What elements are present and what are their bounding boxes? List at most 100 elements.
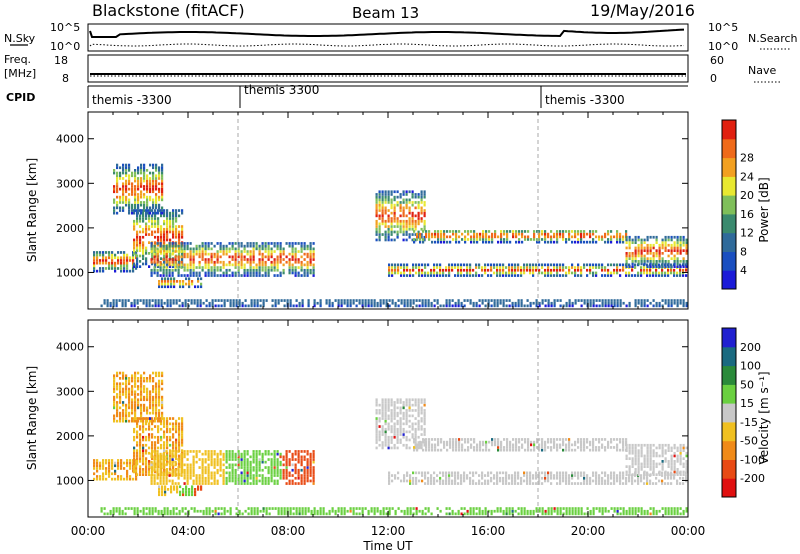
velocity-echo-cell <box>521 443 524 447</box>
velocity-echo-cell <box>119 419 122 423</box>
velocity-echo-cell <box>375 419 378 423</box>
velocity-echo-cell <box>240 482 243 485</box>
velocity-echo-cell <box>550 440 553 444</box>
velocity-echo-cell <box>433 479 436 483</box>
power-echo-cell <box>595 299 598 302</box>
velocity-echo-cell <box>562 440 565 444</box>
velocity-echo-cell <box>294 450 297 453</box>
power-echo-cell <box>192 274 195 277</box>
power-echo-cell <box>482 230 485 233</box>
power-echo-cell <box>262 301 265 305</box>
power-echo-cell <box>493 304 496 308</box>
power-echo-cell <box>423 235 426 239</box>
velocity-echo-cell <box>640 454 643 458</box>
power-echo-cell <box>125 198 128 202</box>
velocity-echo-cell <box>161 417 164 420</box>
power-echo-cell <box>427 274 430 277</box>
power-colorbar-tick: 4 <box>740 264 747 277</box>
velocity-echo-cell <box>136 449 139 452</box>
power-echo-cell <box>279 247 282 251</box>
power-echo-cell <box>529 268 532 272</box>
power-echo-cell <box>108 253 111 257</box>
velocity-echo-cell <box>378 409 381 412</box>
velocity-echo-cell <box>472 482 475 485</box>
velocity-echo-cell <box>192 468 195 472</box>
power-echo-cell <box>434 235 437 239</box>
power-echo-cell <box>166 211 169 215</box>
velocity-echo-cell <box>622 443 625 447</box>
velocity-echo-cell <box>420 411 423 415</box>
power-echo-cell <box>146 185 149 188</box>
power-echo-cell <box>411 219 414 223</box>
velocity-echo-cell <box>182 490 185 494</box>
velocity-echo-cell <box>119 395 122 399</box>
power-echo-cell <box>361 304 364 308</box>
power-echo-cell <box>166 230 169 234</box>
velocity-echo-cell <box>300 476 303 480</box>
velocity-echo-cell <box>652 465 655 468</box>
power-echo-cell <box>172 299 175 302</box>
power-echo-cells <box>93 112 688 309</box>
freq-tick-bottom: 8 <box>62 72 69 85</box>
power-echo-cell <box>102 259 105 262</box>
power-echo-cell <box>394 263 397 267</box>
power-echo-cell <box>490 263 493 267</box>
velocity-echo-cell <box>387 414 390 418</box>
power-echo-cell <box>140 190 143 194</box>
power-echo-cell <box>286 299 289 302</box>
velocity-echo-cell <box>646 473 649 476</box>
power-echo-cell <box>262 304 265 308</box>
power-echo-cell <box>156 271 159 275</box>
velocity-echo-cell <box>285 463 288 467</box>
power-echo-cell <box>137 195 140 199</box>
velocity-echo-cell <box>102 464 105 468</box>
power-echo-cell <box>291 252 294 256</box>
power-echo-cell <box>157 243 160 247</box>
power-echo-cell <box>155 169 158 172</box>
power-echo-cell <box>152 179 155 183</box>
power-echo-cell <box>667 304 670 308</box>
power-echo-cell <box>113 190 116 194</box>
power-echo-cell <box>411 222 414 226</box>
power-echo-cell <box>526 263 529 267</box>
power-echo-cell <box>142 243 145 247</box>
velocity-echo-cell <box>181 435 184 439</box>
velocity-echo-cell <box>240 458 243 461</box>
power-echo-cell <box>169 225 172 228</box>
power-echo-cell <box>213 252 216 256</box>
power-echo-cell <box>595 263 598 267</box>
power-echo-cell <box>258 250 261 253</box>
power-echo-cell <box>506 238 509 241</box>
velocity-echo-cell <box>541 443 544 447</box>
power-echo-cell <box>128 179 131 183</box>
power-echo-cell <box>155 201 158 204</box>
velocity-echo-cell <box>408 403 411 407</box>
velocity-echo-cell <box>267 482 270 485</box>
velocity-echo-cell <box>399 417 402 420</box>
power-echo-cell <box>213 244 216 248</box>
velocity-echo-cell <box>113 398 116 402</box>
power-echo-cell <box>405 190 408 194</box>
power-echo-cell <box>417 206 420 210</box>
power-echo-cell <box>391 299 394 302</box>
power-echo-cell <box>511 274 514 277</box>
power-echo-cell <box>405 222 408 226</box>
velocity-echo-cell <box>200 485 203 489</box>
velocity-echo-cell <box>565 479 568 483</box>
power-echo-cell <box>249 258 252 261</box>
velocity-echo-cell <box>667 482 670 485</box>
velocity-echo-cell <box>676 479 679 483</box>
velocity-echo-cell <box>402 417 405 420</box>
power-echo-cell <box>421 299 424 302</box>
power-echo-cell <box>93 269 96 273</box>
power-echo-cell <box>238 301 241 305</box>
velocity-echo-cell <box>113 377 116 380</box>
velocity-echo-cell <box>420 419 423 423</box>
power-echo-cell <box>413 240 416 244</box>
power-echo-cell <box>262 299 265 302</box>
power-echo-cell <box>178 304 181 308</box>
velocity-echo-cell <box>150 479 153 483</box>
power-echo-cell <box>122 177 125 180</box>
power-echo-cell <box>195 252 198 256</box>
velocity-echo-cell <box>652 454 655 458</box>
